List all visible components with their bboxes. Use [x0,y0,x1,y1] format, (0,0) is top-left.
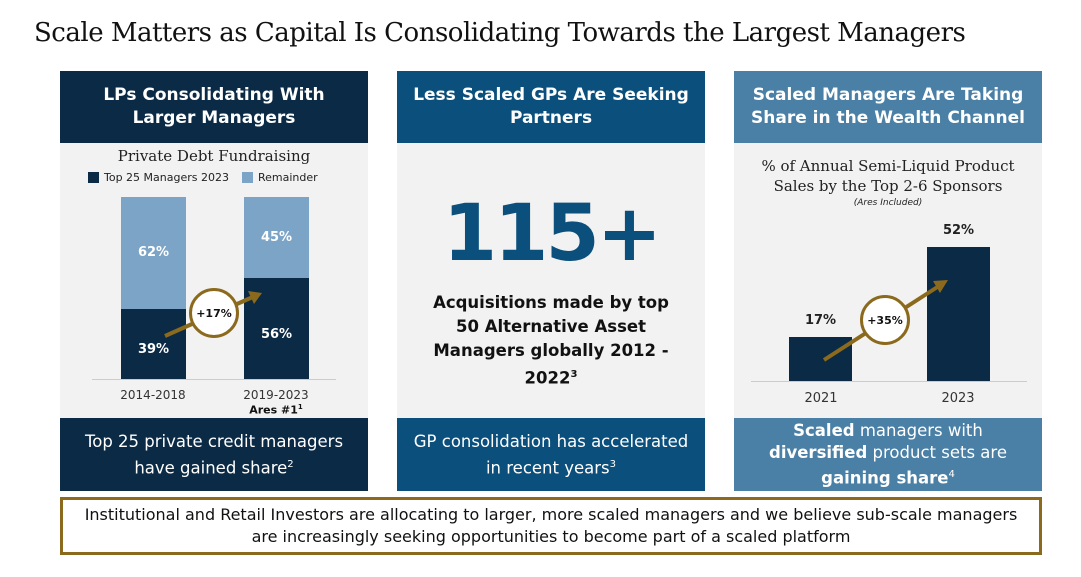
data-label: 62% [137,244,170,260]
baseline [751,381,1027,382]
chart-subtitle: (Ares Included) [853,198,923,208]
x-tick-label: 2014-2018 [120,388,186,402]
panel-header: Scaled Managers Are Taking Share in the … [734,71,1042,143]
data-label: 56% [260,326,293,342]
x-tick-label: 2019-2023 [243,388,309,402]
panel-header: Less Scaled GPs Are Seeking Partners [397,71,705,143]
x-tick-label: 2021 [804,391,838,406]
legend-label: Top 25 Managers 2023 [104,171,229,184]
acquisitions-caption: Acquisitions made by top 50 Alternative … [433,293,669,388]
panel-less-scaled-gps: Less Scaled GPs Are Seeking Partners 115… [397,71,705,491]
growth-arrow-icon [164,291,262,338]
summary-callout: Institutional and Retail Investors are a… [60,497,1042,555]
bar [789,337,852,381]
bar [927,246,990,381]
change-badge: +17% [189,288,239,338]
bar-segment [121,197,186,309]
panel-lps-consolidating: LPs Consolidating With Larger Managers P… [60,71,368,491]
data-label: 17% [804,313,837,329]
legend-swatch-remainder [242,172,253,183]
panel-footer: GP consolidation has accelerated in rece… [397,418,705,491]
panel-wealth-channel: Scaled Managers Are Taking Share in the … [734,71,1042,491]
legend-label: Remainder [258,171,318,184]
ares-rank-label: Ares #11 [249,403,303,417]
data-label: 45% [260,229,293,245]
panel-header: LPs Consolidating With Larger Managers [60,71,368,143]
page-title: Scale Matters as Capital Is Consolidatin… [34,18,966,48]
change-badge: +35% [860,295,910,345]
legend: Top 25 Managers 2023 Remainder [88,171,318,184]
baseline [92,379,336,380]
data-label: 39% [137,341,170,357]
bar-segment [244,197,309,279]
legend-swatch-top25 [88,172,99,183]
panel-footer: Top 25 private credit managers have gain… [60,418,368,491]
panel-footer: Scaled managers with diversified product… [734,418,1042,491]
big-number: 115+ [442,189,662,279]
chart-title: Private Debt Fundraising [117,147,311,165]
growth-arrow-icon [822,280,948,362]
bar-segment [121,308,186,379]
x-tick-label: 2023 [941,391,975,406]
data-label: 52% [942,222,975,238]
chart-title: % of Annual Semi-Liquid Product Sales by… [761,157,1015,195]
